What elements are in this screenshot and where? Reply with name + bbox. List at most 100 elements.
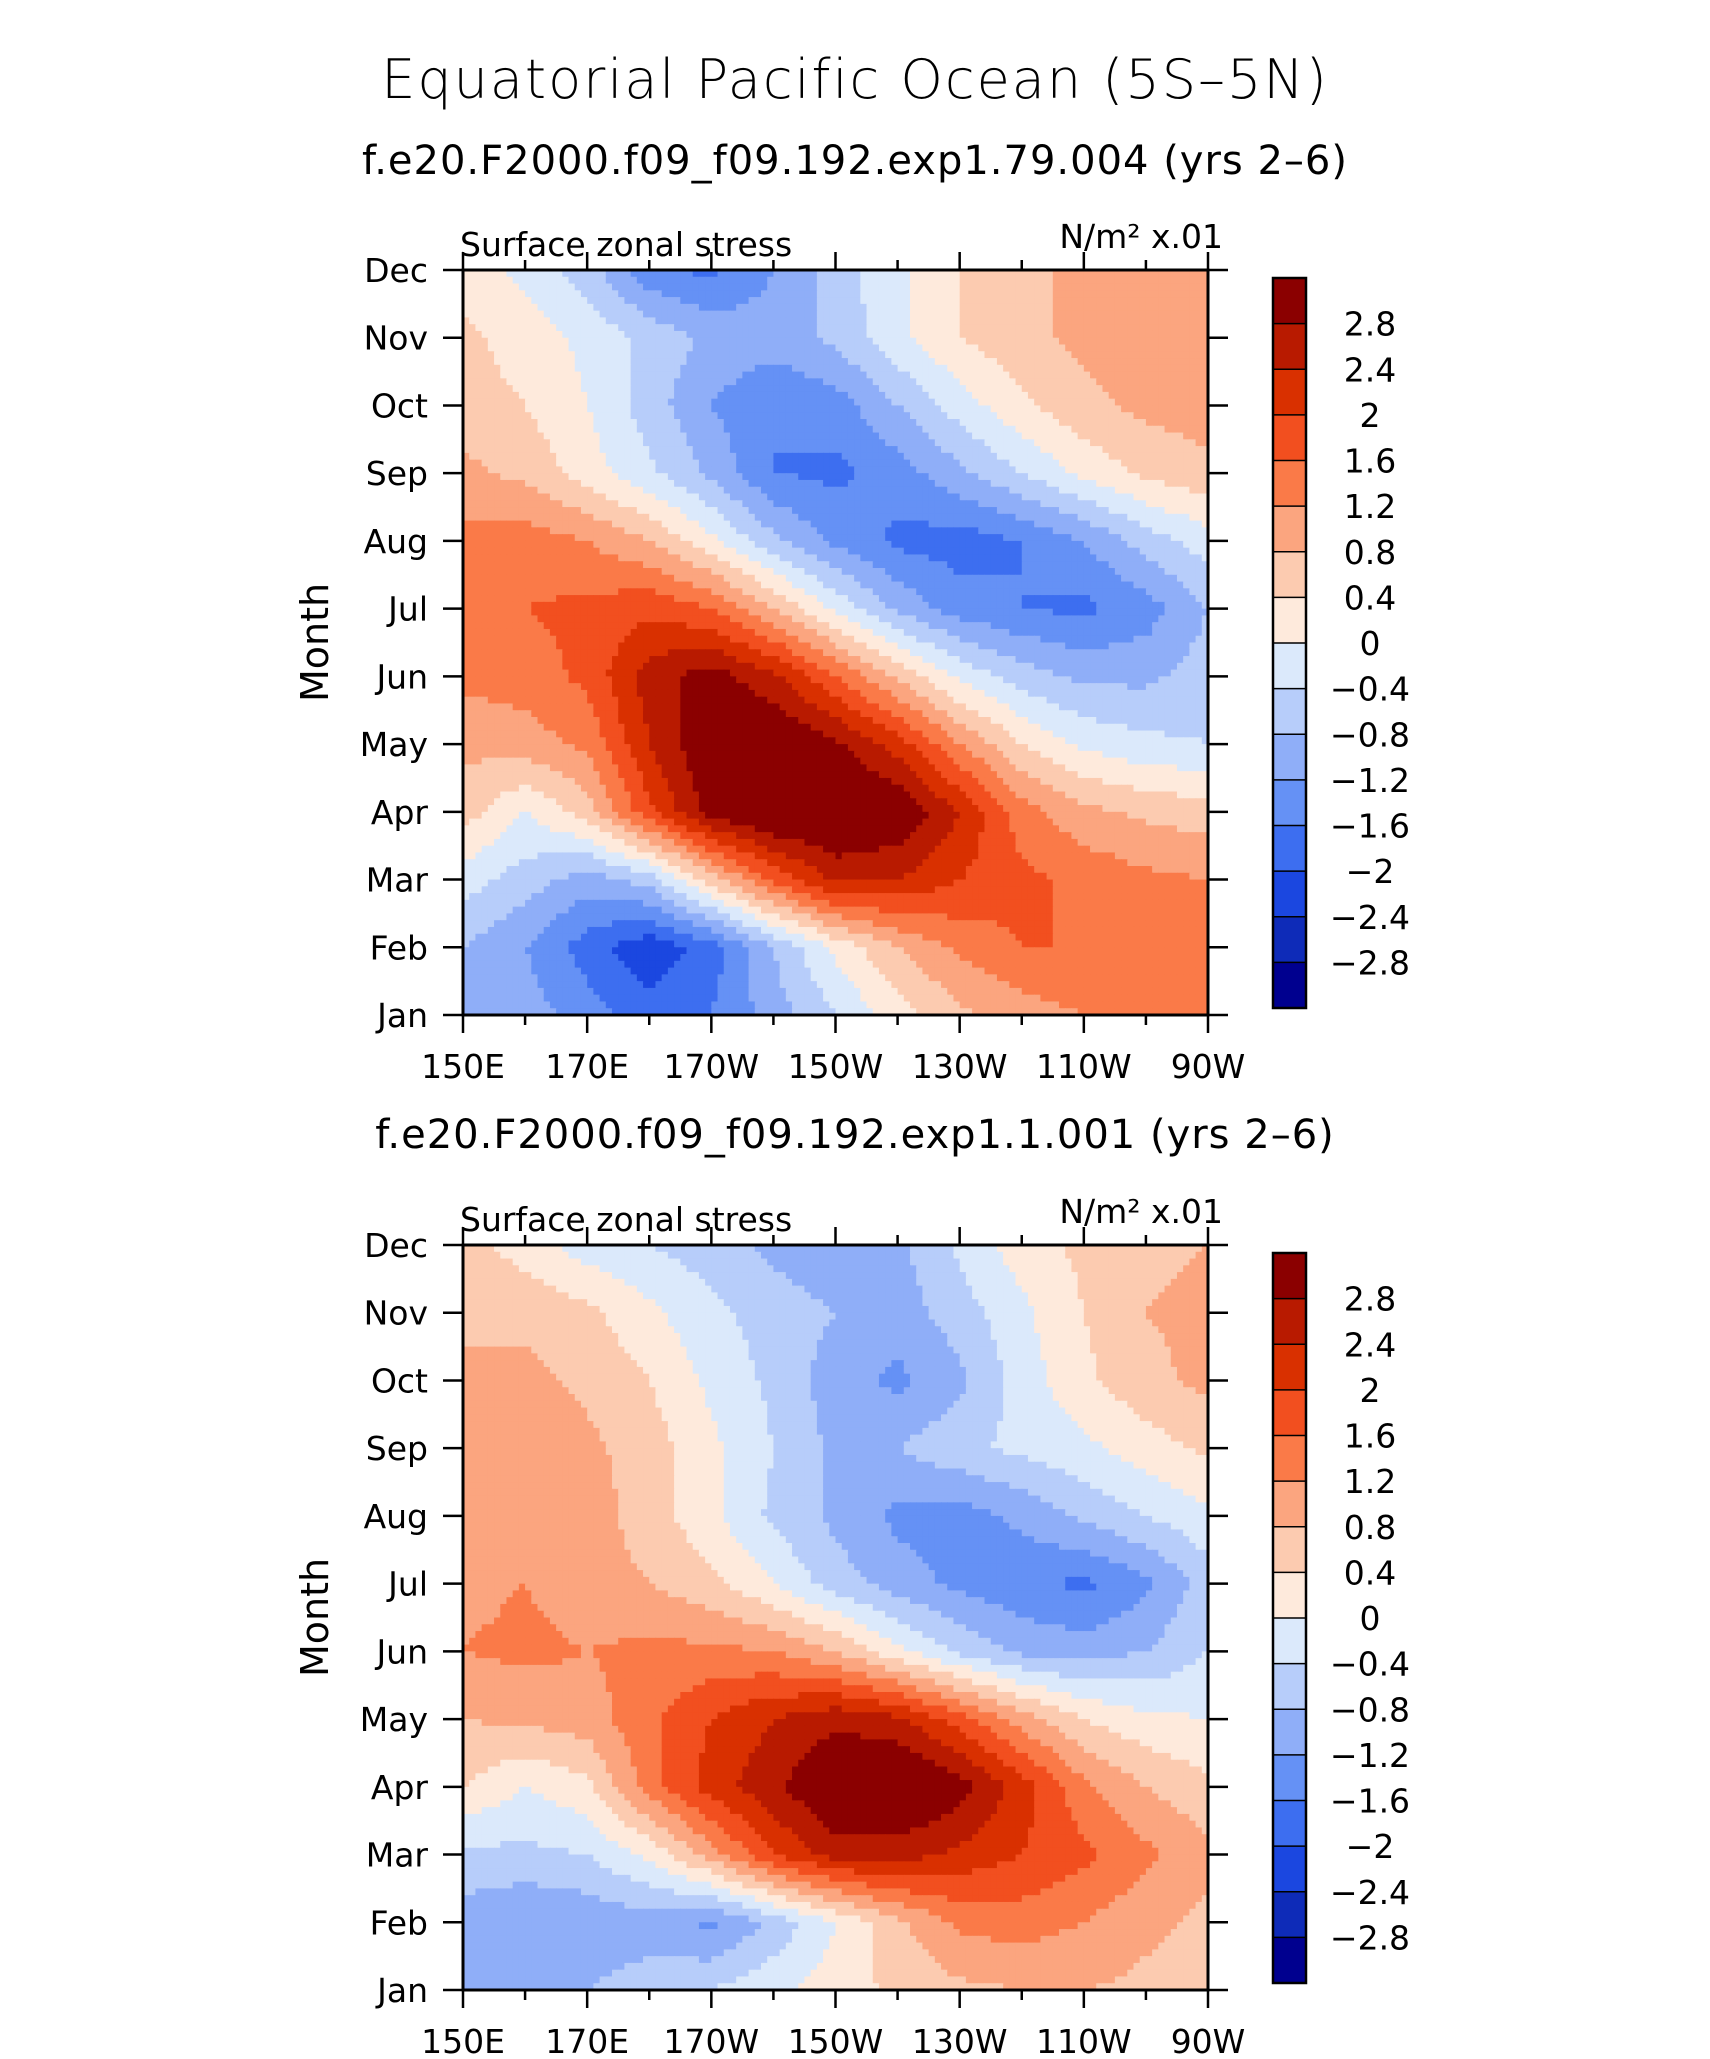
contour-cell	[959, 452, 967, 461]
contour-cell	[643, 459, 650, 468]
contour-cell	[580, 473, 588, 481]
contour-cell	[605, 439, 613, 447]
contour-cell	[543, 385, 551, 393]
contour-cell	[798, 303, 806, 312]
contour-cell	[761, 276, 768, 285]
contour-cell	[736, 405, 743, 413]
contour-cell	[810, 439, 818, 447]
contour-cell	[978, 527, 986, 535]
contour-cell	[463, 534, 470, 542]
contour-cell	[649, 337, 657, 346]
contour-cell	[990, 432, 998, 440]
contour-cell	[1009, 540, 1017, 549]
contour-cell	[698, 500, 706, 508]
contour-cell	[605, 473, 613, 481]
contour-cell	[680, 479, 688, 488]
contour-cell	[1139, 452, 1147, 461]
contour-cell	[630, 283, 638, 291]
contour-cell	[742, 439, 750, 447]
contour-cell	[878, 405, 886, 413]
contour-cell	[798, 297, 806, 305]
contour-cell	[717, 398, 725, 407]
contour-cell	[878, 500, 886, 508]
contour-cell	[885, 297, 892, 305]
contour-cell	[885, 405, 892, 413]
contour-cell	[711, 405, 719, 413]
contour-cell	[885, 500, 892, 508]
contour-cell	[1170, 358, 1178, 366]
contour-cell	[692, 378, 700, 386]
contour-cell	[667, 337, 675, 346]
contour-cell	[903, 520, 911, 528]
contour-cell	[1139, 513, 1147, 522]
contour-cell	[736, 391, 743, 400]
contour-cell	[487, 310, 495, 319]
contour-cell	[1139, 317, 1147, 325]
contour-cell	[655, 310, 663, 319]
contour-cell	[922, 534, 930, 542]
contour-cell	[574, 290, 582, 298]
contour-cell	[599, 371, 607, 379]
contour-cell	[612, 466, 619, 474]
contour-cell	[773, 459, 781, 468]
contour-cell	[767, 419, 775, 427]
contour-cell	[1189, 507, 1197, 515]
contour-cell	[984, 290, 992, 298]
contour-cell	[475, 425, 483, 434]
contour-cell	[1021, 419, 1029, 427]
contour-cell	[692, 513, 700, 522]
contour-cell	[767, 297, 775, 305]
contour-cell	[463, 364, 470, 373]
contour-cell	[481, 540, 489, 549]
contour-cell	[494, 324, 501, 332]
contour-cell	[1009, 283, 1017, 291]
contour-cell	[593, 493, 601, 501]
contour-cell	[829, 419, 837, 427]
contour-cell	[1176, 290, 1184, 298]
contour-cell	[959, 330, 967, 339]
contour-cell	[729, 303, 737, 312]
contour-cell	[1065, 459, 1073, 468]
contour-cell	[525, 324, 532, 332]
contour-cell	[897, 500, 905, 508]
contour-cell	[525, 270, 532, 278]
contour-cell	[1145, 486, 1153, 495]
contour-cell	[816, 452, 824, 461]
contour-cell	[481, 473, 489, 481]
contour-cell	[698, 479, 706, 488]
contour-cell	[934, 452, 942, 461]
contour-cell	[972, 391, 979, 400]
contour-cell	[804, 276, 812, 285]
contour-cell	[1127, 364, 1135, 373]
contour-cell	[1133, 364, 1141, 373]
contour-cell	[872, 534, 880, 542]
contour-cell	[835, 547, 843, 556]
contour-cell	[1164, 405, 1172, 413]
contour-cell	[953, 446, 961, 454]
contour-cell	[593, 486, 601, 495]
contour-cell	[1015, 330, 1023, 339]
contour-cell	[487, 527, 495, 535]
contour-cell	[866, 527, 874, 535]
contour-cell	[649, 500, 657, 508]
contour-cell	[742, 486, 750, 495]
contour-cell	[1145, 330, 1153, 339]
contour-cell	[494, 513, 501, 522]
contour-cell	[835, 540, 843, 549]
contour-cell	[1133, 479, 1141, 488]
contour-cell	[643, 466, 650, 474]
contour-cell	[1052, 283, 1060, 291]
contour-cell	[556, 405, 563, 413]
contour-cell	[630, 520, 638, 528]
contour-cell	[910, 283, 917, 291]
contour-cell	[742, 534, 750, 542]
contour-cell	[754, 283, 762, 291]
contour-cell	[624, 385, 632, 393]
contour-cell	[549, 540, 557, 549]
contour-cell	[823, 351, 830, 359]
contour-cell	[1170, 303, 1178, 312]
contour-cell	[1090, 513, 1097, 522]
contour-cell	[556, 466, 563, 474]
contour-cell	[947, 276, 955, 285]
contour-cell	[1077, 466, 1085, 474]
